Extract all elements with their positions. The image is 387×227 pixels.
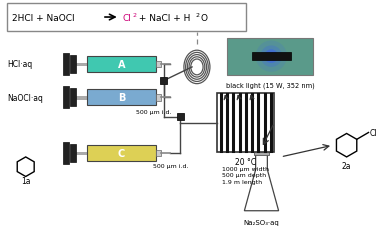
Bar: [156, 61, 161, 68]
Bar: [156, 150, 161, 157]
Bar: [7, 4, 246, 32]
Bar: [227, 38, 313, 75]
Text: A: A: [118, 60, 125, 70]
Bar: [160, 78, 167, 85]
Text: 20 °C: 20 °C: [235, 157, 257, 166]
Bar: [253, 148, 269, 155]
Text: 500 μm i.d.: 500 μm i.d.: [153, 163, 188, 168]
Text: + NaCl + H: + NaCl + H: [136, 13, 191, 22]
Bar: [252, 53, 291, 61]
Text: 500 μm i.d.: 500 μm i.d.: [136, 109, 171, 114]
Bar: [177, 114, 184, 121]
Circle shape: [267, 53, 275, 61]
Bar: [87, 57, 156, 72]
Text: black light (15 W, 352 nm): black light (15 W, 352 nm): [226, 82, 315, 88]
Text: Cl: Cl: [370, 128, 377, 137]
Text: 1a: 1a: [21, 176, 31, 185]
Text: 2a: 2a: [342, 161, 351, 170]
Bar: [70, 145, 75, 162]
Bar: [87, 90, 156, 106]
Text: Cl: Cl: [123, 13, 132, 22]
Text: B: B: [118, 93, 125, 103]
Bar: [87, 146, 156, 161]
Polygon shape: [17, 157, 34, 177]
Polygon shape: [244, 152, 279, 211]
Bar: [75, 96, 87, 99]
Text: O: O: [201, 13, 208, 22]
Bar: [156, 94, 161, 101]
Bar: [75, 152, 87, 155]
Text: 2HCl + NaOCl: 2HCl + NaOCl: [12, 13, 77, 22]
Bar: [75, 63, 87, 66]
Text: Na₂SO₃·aq: Na₂SO₃·aq: [244, 219, 279, 225]
Bar: [63, 54, 69, 75]
Text: HCl·aq: HCl·aq: [7, 60, 33, 69]
Polygon shape: [336, 134, 357, 157]
Circle shape: [264, 50, 278, 64]
Circle shape: [260, 46, 282, 68]
Bar: [63, 87, 69, 109]
Text: 2: 2: [196, 12, 200, 17]
Bar: [217, 94, 274, 152]
Text: NaOCl·aq: NaOCl·aq: [7, 93, 43, 102]
Text: 2: 2: [132, 12, 136, 17]
Circle shape: [269, 54, 274, 59]
Circle shape: [256, 41, 287, 72]
Bar: [70, 89, 75, 107]
Bar: [63, 143, 69, 164]
Text: 1000 μm width
500 μm depth
1.9 m length: 1000 μm width 500 μm depth 1.9 m length: [223, 166, 269, 184]
Text: C: C: [118, 148, 125, 158]
Bar: [70, 56, 75, 74]
